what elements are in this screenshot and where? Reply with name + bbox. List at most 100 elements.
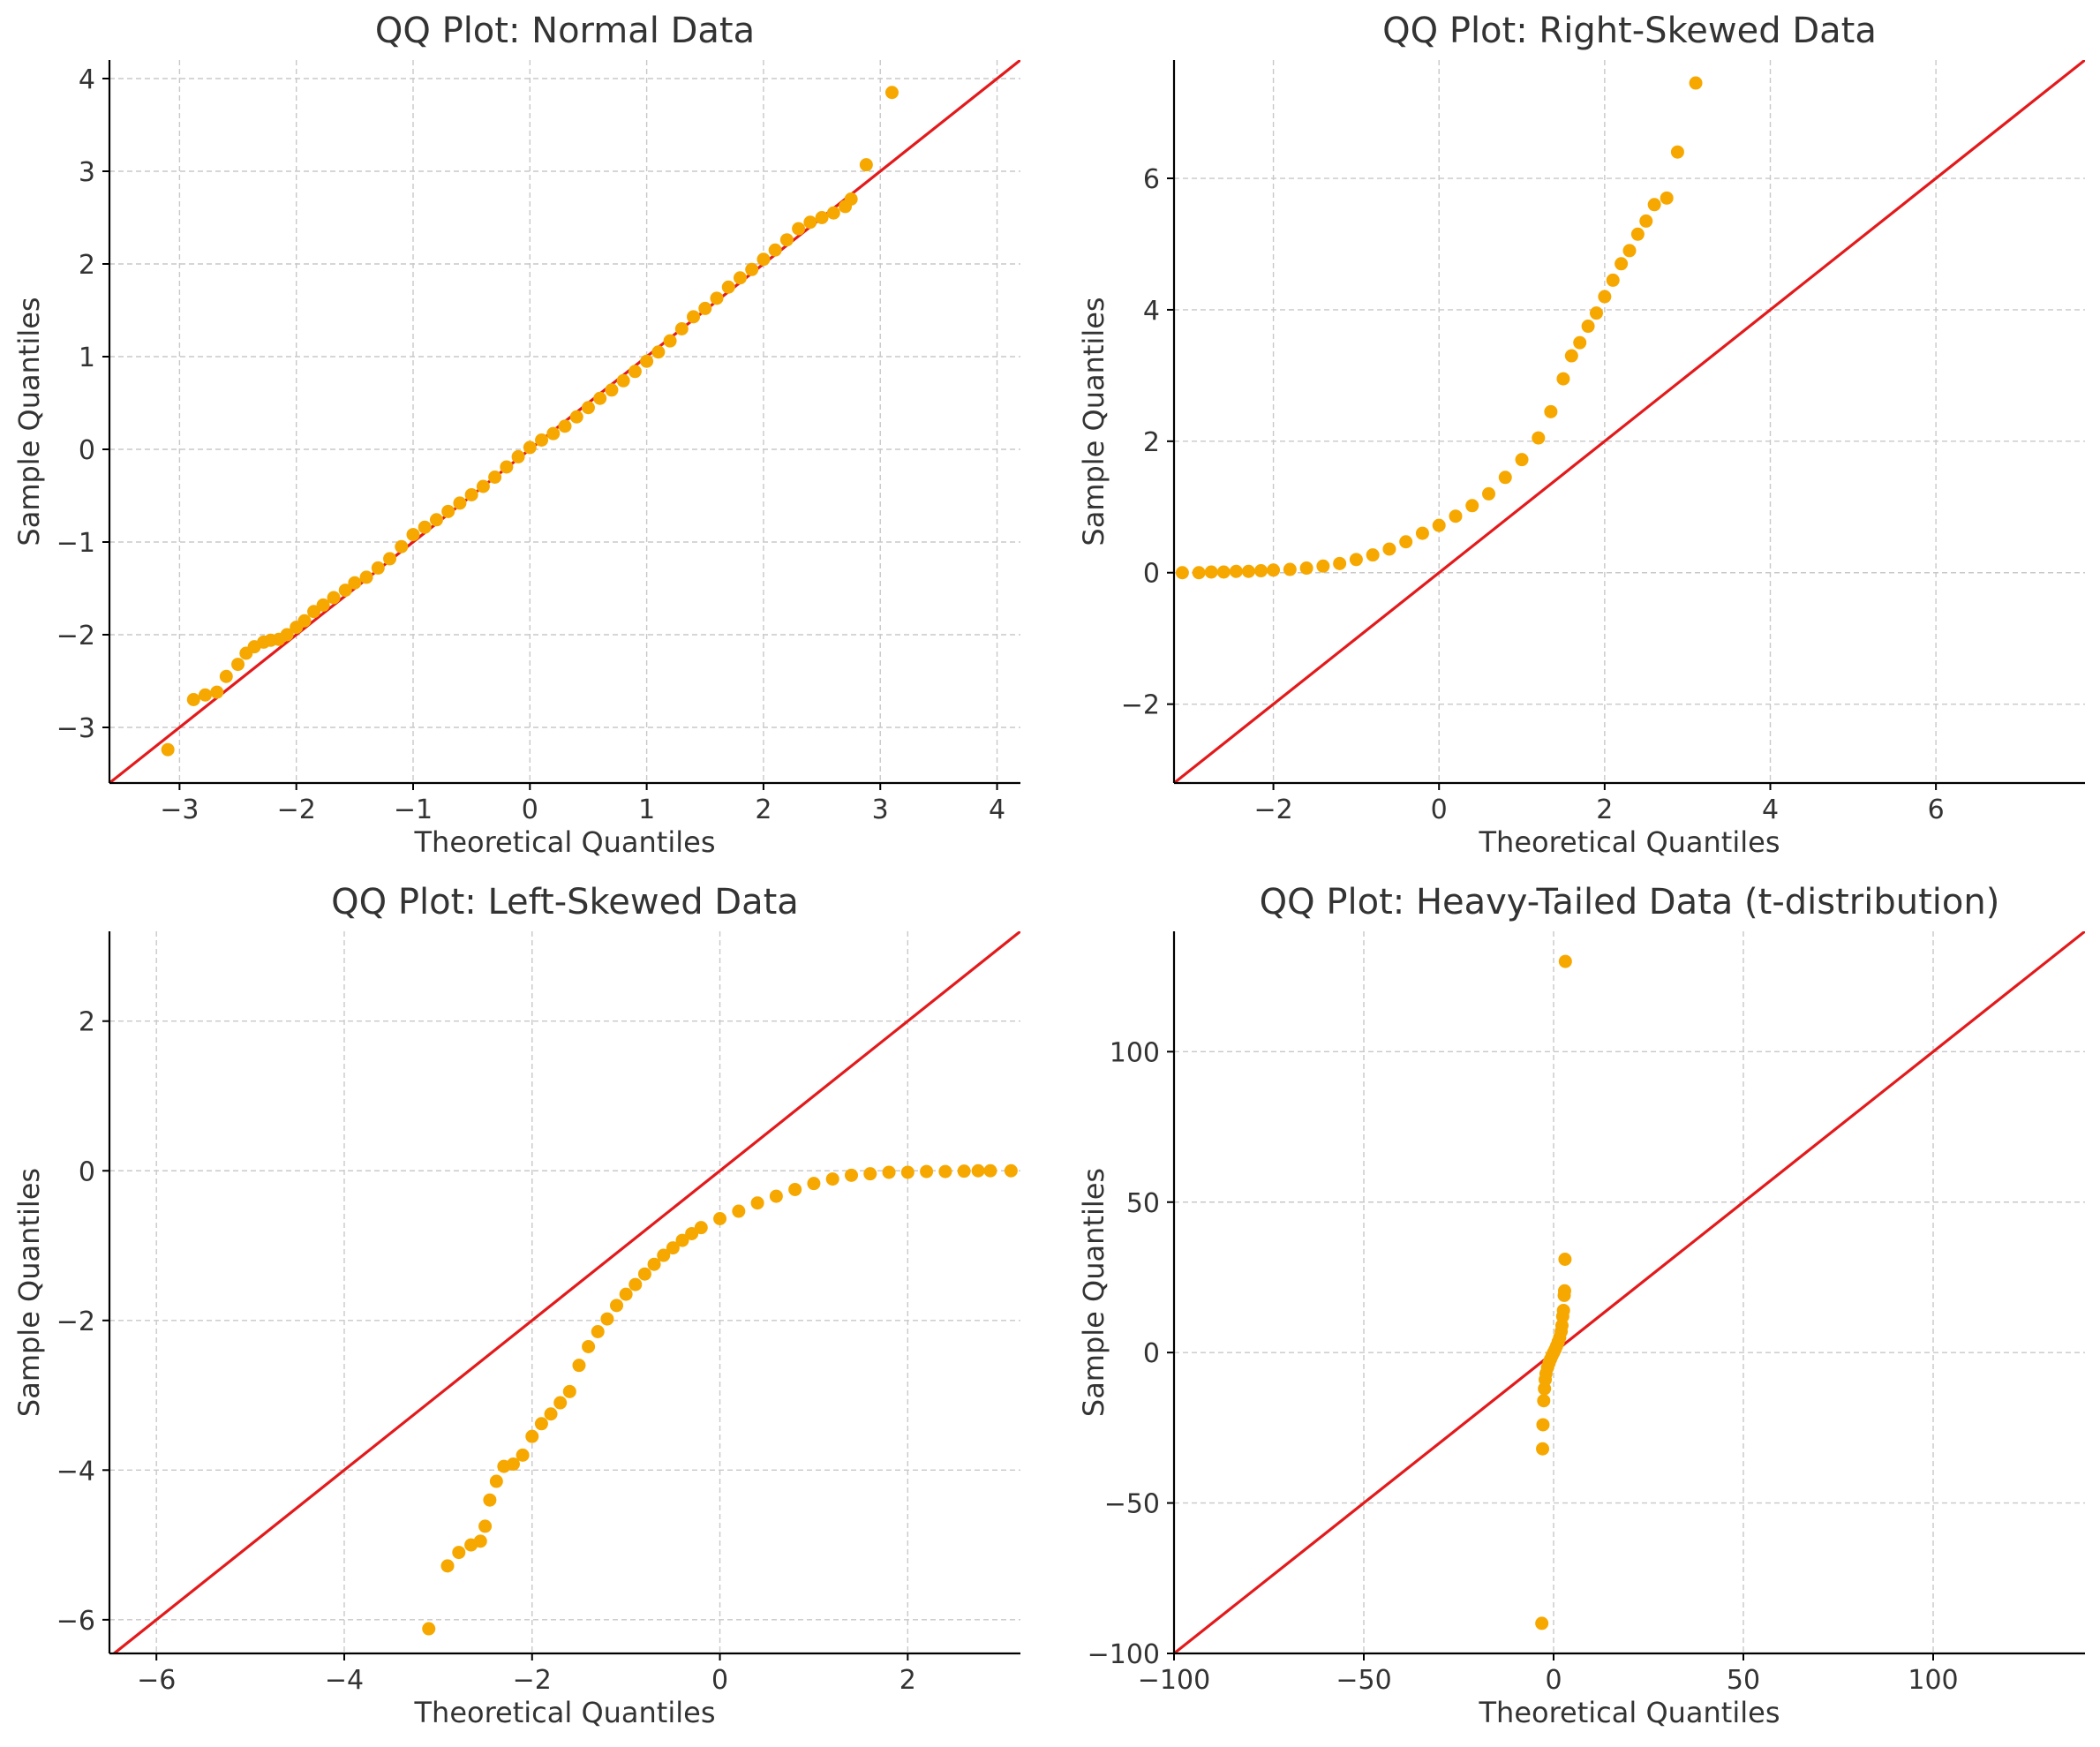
data-point: [1537, 1394, 1551, 1408]
data-point: [920, 1164, 934, 1178]
data-point: [666, 1241, 680, 1255]
x-tick-label: −4: [325, 1665, 364, 1696]
data-point: [535, 433, 549, 447]
data-point: [562, 1384, 576, 1398]
panel-heavy-tailed-data: −100 −50 0 50 100 −100 −50 0 50 100 QQ Plot: Heavy…: [1077, 882, 2085, 1729]
data-point: [506, 1457, 520, 1472]
data-point: [1415, 526, 1429, 540]
data-point: [628, 1277, 643, 1291]
data-point: [619, 1287, 633, 1301]
x-axis-label: Theoretical Quantiles: [1479, 1696, 1780, 1729]
data-point: [1192, 566, 1206, 580]
x-tick-label: −2: [1253, 794, 1292, 825]
data-point: [1004, 1163, 1018, 1178]
y-axis-label: Sample Quantiles: [12, 1168, 46, 1417]
data-point: [452, 1546, 466, 1560]
data-point: [534, 1417, 548, 1431]
data-point: [1639, 214, 1653, 228]
data-point: [859, 158, 873, 172]
data-point: [1267, 563, 1281, 577]
data-point: [572, 1359, 586, 1373]
data-point: [488, 471, 502, 484]
data-point: [756, 252, 771, 267]
data-point: [792, 222, 806, 236]
data-point: [1482, 486, 1496, 501]
data-point: [219, 669, 233, 683]
y-tick-label: −1: [56, 528, 95, 559]
x-tick-label: 1: [638, 794, 655, 825]
data-point: [1660, 191, 1674, 205]
data-point: [1556, 1303, 1570, 1317]
data-point: [231, 658, 245, 672]
y-tick-label: −2: [56, 621, 95, 651]
data-point: [483, 1493, 497, 1507]
data-point: [1333, 556, 1347, 570]
data-point: [511, 449, 525, 463]
data-point: [637, 1267, 651, 1281]
data-point: [1536, 1442, 1550, 1456]
y-tick-label: 1: [79, 343, 95, 373]
data-point: [1647, 198, 1661, 212]
data-point: [383, 552, 397, 566]
data-point: [721, 280, 735, 294]
data-point: [1498, 471, 1512, 485]
data-point: [750, 1196, 764, 1210]
x-tick-label: 50: [1727, 1665, 1760, 1696]
x-tick-label: 0: [1545, 1665, 1562, 1696]
data-point: [1589, 306, 1603, 320]
data-point: [882, 1165, 896, 1179]
y-tick-label: −50: [1104, 1489, 1160, 1520]
y-axis-label: Sample Quantiles: [1077, 1168, 1110, 1417]
data-point: [1536, 1418, 1550, 1432]
y-tick-label: −3: [56, 713, 95, 744]
data-point: [591, 1325, 605, 1339]
data-point: [280, 628, 294, 642]
x-tick-label: −2: [277, 794, 316, 825]
data-point: [1606, 273, 1620, 287]
data-point: [657, 1248, 671, 1262]
x-tick-label: −100: [1138, 1665, 1210, 1696]
data-point: [1615, 257, 1629, 271]
x-tick-label: −2: [513, 1665, 552, 1696]
x-tick-label: −3: [160, 794, 199, 825]
data-point: [198, 688, 212, 702]
data-point: [418, 520, 432, 534]
data-point: [685, 1226, 699, 1240]
data-point: [957, 1164, 971, 1178]
data-point: [826, 206, 840, 220]
data-point: [745, 262, 759, 276]
chart-title: QQ Plot: Heavy-Tailed Data (t-distributi…: [1260, 882, 2000, 922]
data-point: [769, 1189, 783, 1203]
data-point: [1689, 76, 1703, 90]
data-point: [569, 410, 583, 424]
data-point: [440, 1559, 455, 1573]
data-point: [582, 1339, 596, 1353]
data-point: [453, 496, 467, 510]
data-point: [1175, 566, 1189, 580]
y-tick-label: 50: [1126, 1188, 1160, 1219]
y-axis-label: Sample Quantiles: [1077, 297, 1110, 546]
data-point: [525, 1429, 539, 1443]
y-tick-label: 2: [79, 1007, 95, 1038]
data-point: [971, 1163, 985, 1178]
data-point: [441, 504, 455, 518]
data-point: [640, 354, 654, 368]
data-point: [1432, 518, 1446, 532]
data-point: [406, 528, 420, 542]
data-point: [844, 192, 858, 206]
y-tick-label: 0: [79, 1156, 95, 1187]
x-axis-label: Theoretical Quantiles: [1479, 825, 1780, 859]
data-points: [161, 86, 899, 757]
y-tick-label: −2: [56, 1306, 95, 1337]
data-point: [698, 301, 712, 315]
data-point: [610, 1299, 624, 1313]
data-point: [593, 391, 607, 405]
data-point: [1535, 1616, 1549, 1630]
panel-normal-data: −3 −2 −1 0 1 2 3 4 −3 −2 −1 0 1 2 3 4 QQ Plot: Normal Da…: [12, 11, 1020, 859]
data-point: [544, 1407, 558, 1421]
data-point: [788, 1182, 802, 1196]
data-point: [815, 211, 829, 224]
data-point: [663, 334, 677, 348]
data-point: [863, 1167, 877, 1181]
